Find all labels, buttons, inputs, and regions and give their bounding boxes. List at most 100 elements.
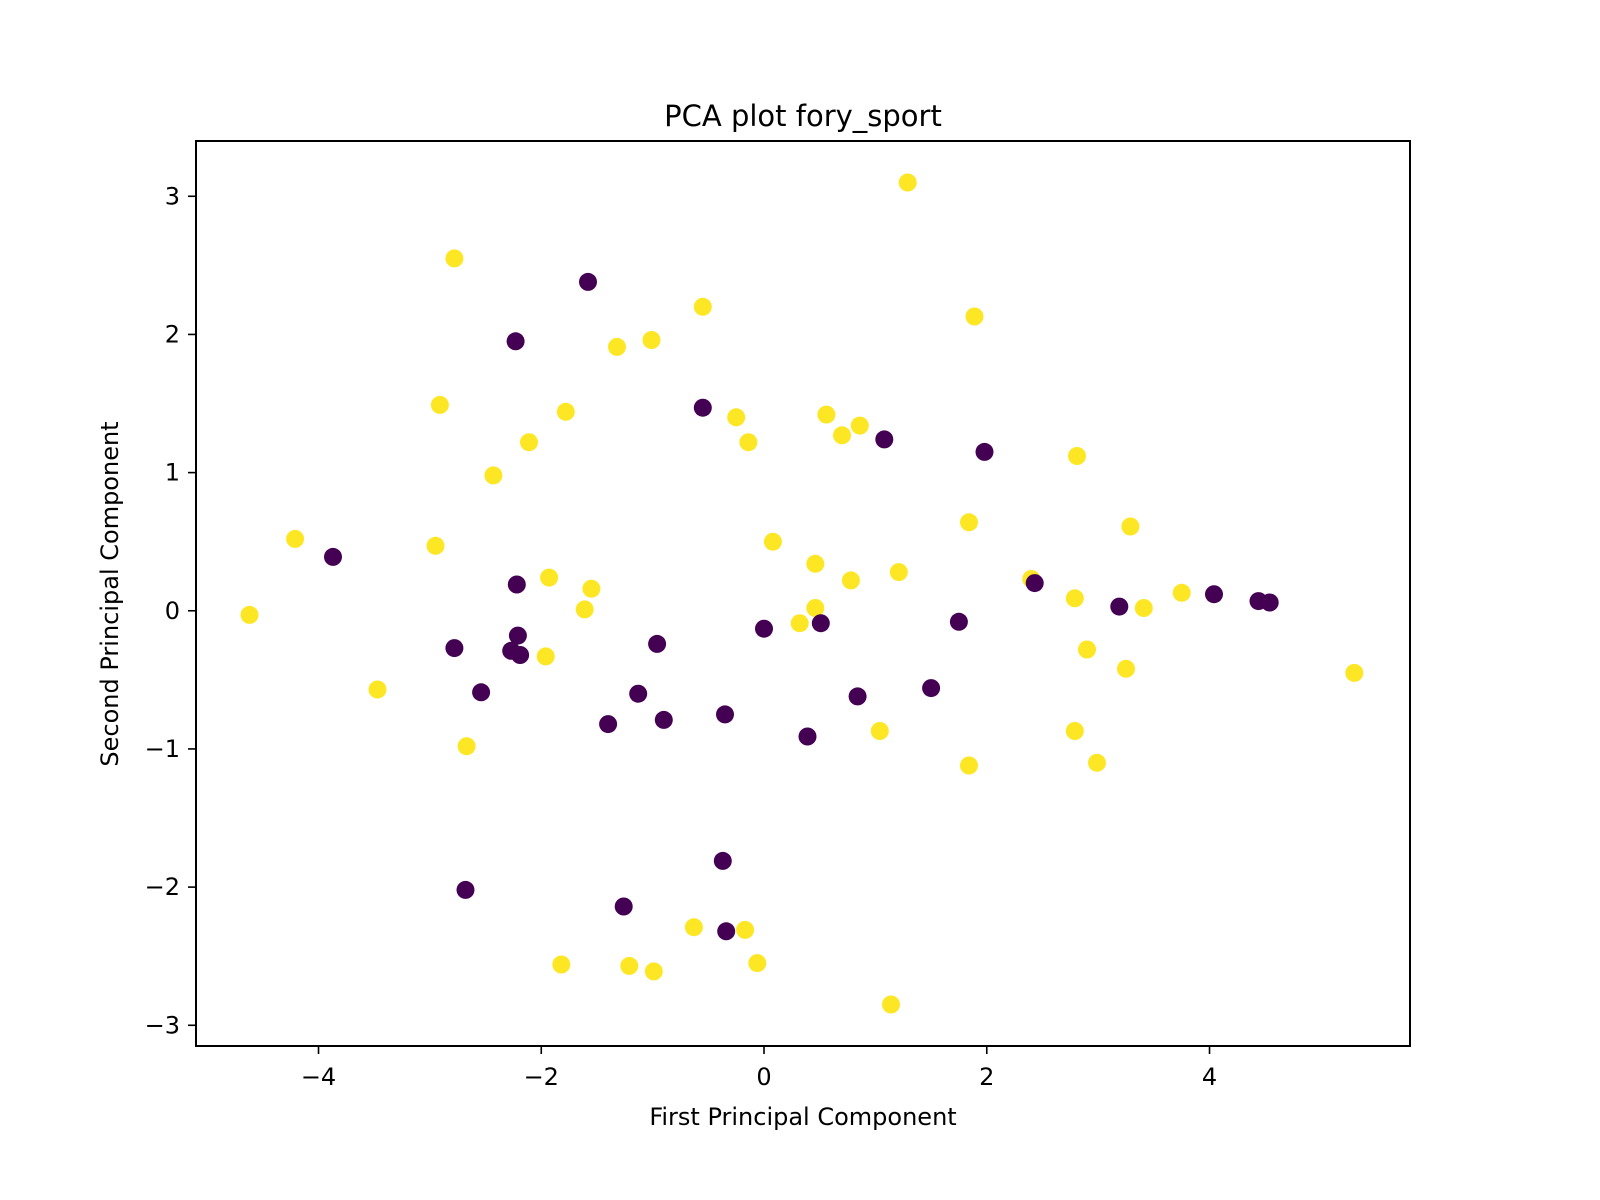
- scatter-point-class-0: [629, 684, 648, 703]
- scatter-point-class-1: [536, 647, 555, 666]
- scatter-point-class-0: [511, 646, 530, 664]
- scatter-point-class-1: [520, 433, 538, 452]
- scatter-point-class-1: [736, 920, 755, 939]
- scatter-point-class-0: [579, 272, 597, 291]
- scatter-point-class-1: [850, 416, 869, 435]
- scatter-point-class-1: [430, 395, 449, 414]
- scatter-point-class-1: [644, 962, 663, 981]
- y-tick-label: 0: [165, 597, 180, 625]
- scatter-point-class-0: [508, 626, 527, 645]
- scatter-point-class-0: [922, 679, 941, 698]
- scatter-point-class-1: [1088, 753, 1106, 772]
- scatter-point-class-1: [965, 307, 984, 326]
- scatter-point-class-1: [540, 568, 559, 587]
- y-axis-ticks: −3 −2 −1 0 1 2 3: [145, 182, 196, 1039]
- scatter-point-class-1: [1117, 659, 1135, 678]
- scatter-point-class-1: [727, 408, 746, 427]
- scatter-point-class-0: [875, 430, 894, 449]
- scatter-point-class-0: [717, 922, 736, 941]
- scatter-point-class-1: [693, 297, 712, 316]
- x-tick-label: 0: [756, 1063, 771, 1091]
- y-tick-label: 2: [165, 320, 180, 348]
- scatter-point-class-1: [1078, 640, 1096, 659]
- scatter-point-class-1: [763, 532, 782, 551]
- scatter-point-class-0: [614, 897, 633, 916]
- scatter-point-class-0: [975, 442, 994, 461]
- scatter-point-class-1: [556, 402, 575, 421]
- y-tick-label: 1: [165, 459, 180, 487]
- y-tick-label: 3: [165, 182, 180, 210]
- y-axis-label: Second Principal Component: [96, 421, 124, 766]
- scatter-point-class-1: [457, 737, 476, 756]
- scatter-point-class-1: [870, 722, 889, 740]
- data-points: [240, 173, 1364, 1014]
- scatter-point-class-0: [1205, 585, 1223, 604]
- scatter-point-class-1: [608, 337, 626, 356]
- scatter-point-class-1: [841, 571, 860, 590]
- scatter-point-class-0: [456, 880, 475, 899]
- chart-title: PCA plot fory_sport: [664, 99, 942, 133]
- y-tick-label: −3: [145, 1011, 180, 1039]
- scatter-point-class-1: [1172, 583, 1191, 602]
- scatter-point-class-1: [1121, 517, 1140, 536]
- scatter-point-class-1: [960, 756, 978, 775]
- scatter-point-class-0: [507, 575, 526, 594]
- scatter-point-class-0: [949, 612, 968, 631]
- x-axis-ticks: −4 −2 0 2 4: [301, 1046, 1217, 1091]
- scatter-point-class-1: [817, 405, 836, 424]
- x-tick-label: −4: [301, 1063, 336, 1091]
- scatter-point-class-1: [575, 600, 594, 619]
- scatter-point-class-0: [755, 619, 773, 638]
- scatter-point-class-1: [790, 614, 809, 633]
- scatter-point-class-1: [1065, 722, 1084, 740]
- x-tick-label: 2: [979, 1063, 994, 1091]
- scatter-point-class-1: [1068, 447, 1086, 465]
- scatter-point-class-1: [620, 956, 639, 975]
- y-tick-label: −2: [145, 873, 180, 901]
- scatter-point-class-1: [582, 579, 601, 598]
- scatter-point-class-0: [713, 851, 732, 870]
- scatter-point-class-1: [833, 426, 851, 445]
- scatter-point-class-1: [642, 331, 661, 349]
- y-tick-label: −1: [145, 735, 180, 763]
- scatter-point-class-0: [1260, 593, 1279, 612]
- scatter-point-class-1: [1345, 663, 1364, 682]
- scatter-point-class-1: [960, 513, 978, 532]
- scatter-point-class-1: [484, 466, 503, 485]
- scatter-point-class-0: [324, 547, 342, 566]
- scatter-point-class-1: [552, 955, 571, 974]
- plot-frame: [195, 140, 1411, 1047]
- scatter-point-class-0: [798, 727, 817, 746]
- scatter-point-class-1: [882, 995, 900, 1014]
- scatter-point-class-1: [739, 433, 758, 452]
- x-tick-label: 4: [1202, 1063, 1217, 1091]
- scatter-point-class-1: [889, 563, 908, 582]
- scatter-point-class-1: [898, 173, 917, 192]
- scatter-point-class-0: [445, 639, 464, 658]
- scatter-point-class-1: [806, 554, 825, 573]
- scatter-point-class-1: [806, 599, 825, 617]
- scatter-point-class-1: [1134, 599, 1153, 617]
- scatter-point-class-0: [848, 687, 867, 706]
- scatter-point-class-0: [472, 683, 491, 702]
- scatter-point-class-0: [716, 705, 734, 724]
- scatter-point-class-1: [445, 249, 464, 268]
- scatter-point-class-1: [286, 529, 305, 548]
- scatter-point-class-1: [426, 536, 445, 555]
- scatter-point-class-0: [693, 398, 712, 417]
- scatter-point-class-0: [1110, 597, 1129, 616]
- scatter-point-class-0: [599, 715, 618, 734]
- scatter-point-class-1: [1065, 589, 1084, 608]
- scatter-point-class-0: [811, 614, 830, 633]
- scatter-point-class-0: [506, 332, 525, 351]
- scatter-point-class-1: [748, 954, 767, 973]
- scatter-point-class-0: [1025, 574, 1044, 593]
- scatter-point-class-0: [654, 710, 673, 729]
- scatter-point-class-0: [648, 634, 667, 653]
- scatter-point-class-1: [240, 605, 259, 624]
- x-tick-label: −2: [524, 1063, 559, 1091]
- scatter-point-class-1: [368, 680, 387, 699]
- x-axis-label: First Principal Component: [649, 1103, 956, 1131]
- scatter-point-class-1: [684, 918, 703, 937]
